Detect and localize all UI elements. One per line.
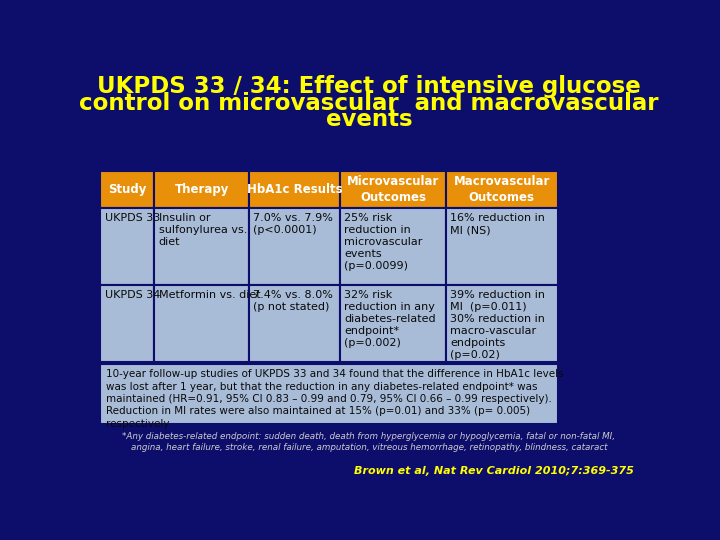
Text: 10-year follow-up studies of UKPDS 33 and 34 found that the difference in HbA1c : 10-year follow-up studies of UKPDS 33 an…: [106, 369, 563, 429]
FancyBboxPatch shape: [446, 285, 557, 362]
Text: Metformin vs. diet: Metformin vs. diet: [158, 290, 260, 300]
FancyBboxPatch shape: [446, 208, 557, 285]
FancyBboxPatch shape: [340, 285, 446, 362]
FancyBboxPatch shape: [100, 364, 557, 424]
Text: UKPDS 34: UKPDS 34: [104, 290, 160, 300]
FancyBboxPatch shape: [154, 171, 249, 208]
Text: control on microvascular  and macrovascular: control on microvascular and macrovascul…: [79, 92, 659, 115]
FancyBboxPatch shape: [340, 208, 446, 285]
FancyBboxPatch shape: [249, 208, 340, 285]
Text: Study: Study: [108, 183, 146, 196]
FancyBboxPatch shape: [340, 171, 446, 208]
Text: Brown et al, Nat Rev Cardiol 2010;7:369-375: Brown et al, Nat Rev Cardiol 2010;7:369-…: [354, 465, 634, 476]
FancyBboxPatch shape: [100, 208, 154, 285]
Text: Therapy: Therapy: [174, 183, 229, 196]
FancyBboxPatch shape: [154, 285, 249, 362]
Text: HbA1c Results: HbA1c Results: [247, 183, 342, 196]
Text: Microvascular
Outcomes: Microvascular Outcomes: [347, 176, 439, 204]
Text: 39% reduction in
MI  (p=0.011)
30% reduction in
macro-vascular
endpoints
(p=0.02: 39% reduction in MI (p=0.011) 30% reduct…: [451, 290, 546, 360]
Text: events: events: [325, 109, 413, 131]
Text: 7.4% vs. 8.0%
(p not stated): 7.4% vs. 8.0% (p not stated): [253, 290, 333, 312]
Text: 7.0% vs. 7.9%
(p<0.0001): 7.0% vs. 7.9% (p<0.0001): [253, 213, 333, 235]
Text: UKPDS 33 / 34: Effect of intensive glucose: UKPDS 33 / 34: Effect of intensive gluco…: [97, 75, 641, 98]
FancyBboxPatch shape: [446, 171, 557, 208]
Text: UKPDS 33: UKPDS 33: [104, 213, 160, 223]
FancyBboxPatch shape: [100, 285, 154, 362]
Text: Insulin or
sulfonylurea vs.
diet: Insulin or sulfonylurea vs. diet: [158, 213, 247, 247]
Text: 16% reduction in
MI (NS): 16% reduction in MI (NS): [451, 213, 545, 235]
FancyBboxPatch shape: [249, 285, 340, 362]
Text: 32% risk
reduction in any
diabetes-related
endpoint*
(p=0.002): 32% risk reduction in any diabetes-relat…: [344, 290, 436, 348]
FancyBboxPatch shape: [100, 171, 154, 208]
FancyBboxPatch shape: [249, 171, 340, 208]
FancyBboxPatch shape: [154, 208, 249, 285]
Text: *Any diabetes-related endpoint: sudden death, death from hyperglycemia or hypogl: *Any diabetes-related endpoint: sudden d…: [122, 432, 616, 453]
Text: 25% risk
reduction in
microvascular
events
(p=0.0099): 25% risk reduction in microvascular even…: [344, 213, 423, 271]
Text: Macrovascular
Outcomes: Macrovascular Outcomes: [454, 176, 550, 204]
